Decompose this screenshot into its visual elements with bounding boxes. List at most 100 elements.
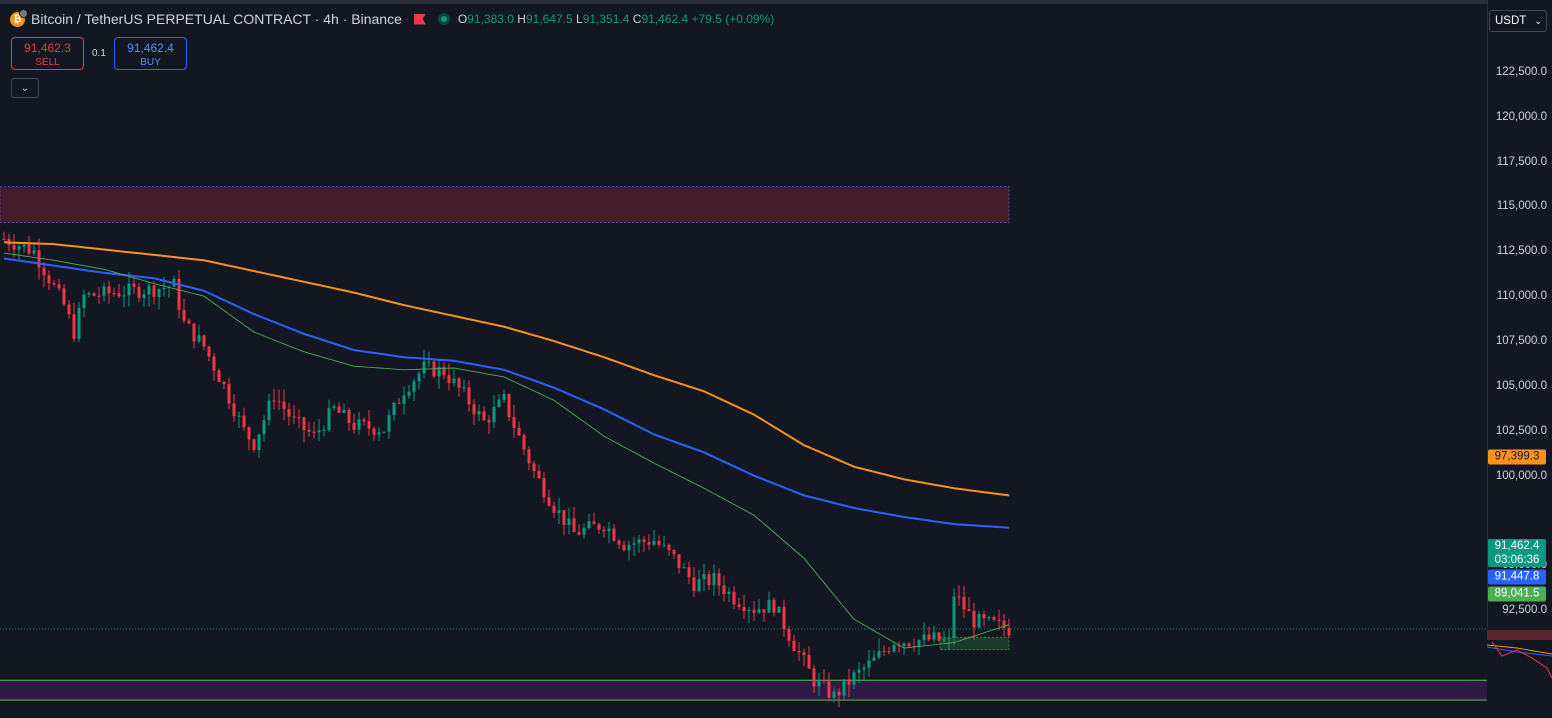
- candle-body: [12, 244, 16, 250]
- candle-body: [102, 286, 106, 296]
- candle-body: [507, 394, 511, 417]
- candle-body: [532, 463, 536, 471]
- candle-body: [207, 346, 211, 357]
- candle-body: [872, 657, 876, 661]
- top-border: [0, 0, 1552, 4]
- candle-body: [337, 406, 341, 413]
- candle-body: [452, 378, 456, 383]
- candle-body: [47, 275, 51, 284]
- candle-body: [607, 528, 611, 532]
- symbol-title[interactable]: Bitcoin / TetherUS PERPETUAL CONTRACT · …: [31, 11, 402, 27]
- y-tick-label: 122,500.0: [1495, 65, 1547, 78]
- candle-body: [1007, 627, 1011, 636]
- y-tick-label: 92,500.0: [1502, 604, 1547, 617]
- candle-body: [457, 378, 461, 388]
- candle-body: [652, 540, 656, 545]
- candle-body: [612, 528, 616, 541]
- candle-body: [132, 283, 136, 287]
- candle-body: [602, 529, 606, 532]
- candle-body: [297, 417, 301, 419]
- candle-body: [347, 409, 351, 424]
- candle-body: [382, 431, 386, 433]
- candle-body: [832, 691, 836, 698]
- candle-body: [917, 640, 921, 648]
- candle-body: [242, 415, 246, 428]
- demand-box: [939, 636, 1010, 651]
- candle-body: [437, 367, 441, 377]
- collapse-button[interactable]: ⌄: [11, 78, 39, 98]
- candle-body: [442, 367, 446, 376]
- buy-price: 91,462.4: [127, 41, 174, 55]
- candle-body: [142, 294, 146, 299]
- minimap-zone: [1487, 630, 1552, 640]
- candle-body: [187, 320, 191, 324]
- candle-body: [862, 667, 866, 670]
- candle-body: [422, 361, 426, 374]
- candle-body: [847, 679, 851, 685]
- price-chart[interactable]: [0, 0, 1487, 718]
- candle-body: [632, 543, 636, 545]
- market-status-icon[interactable]: [437, 13, 450, 25]
- candle-body: [582, 528, 586, 535]
- candle-body: [882, 650, 886, 652]
- candle-body: [427, 361, 431, 363]
- sell-button[interactable]: 91,462.3 SELL: [11, 37, 84, 70]
- candle-body: [857, 669, 861, 673]
- green-ma-tag: 89,041.5: [1488, 586, 1546, 602]
- candle-body: [417, 373, 421, 382]
- orange-ma-tag: 97,399.3: [1488, 449, 1546, 465]
- candle-body: [252, 439, 256, 451]
- candle-body: [542, 478, 546, 498]
- candle-body: [797, 650, 801, 653]
- candle-body: [987, 616, 991, 619]
- sell-label: SELL: [35, 57, 60, 68]
- candle-body: [82, 294, 86, 308]
- candle-body: [702, 574, 706, 580]
- candle-countdown: 03:06:36: [1494, 554, 1540, 566]
- currency-dropdown[interactable]: USDT ⌄: [1489, 10, 1547, 32]
- chart-header: ₿ Bitcoin / TetherUS PERPETUAL CONTRACT …: [10, 8, 774, 27]
- last-price-value: 91,462.4: [1494, 540, 1540, 552]
- candle-body: [492, 406, 496, 423]
- candle-body: [707, 574, 711, 586]
- green-ma-line: [3, 252, 1010, 649]
- spread-value: 0.1: [92, 48, 106, 59]
- candle-body: [197, 335, 201, 342]
- candle-body: [572, 518, 576, 532]
- candle-body: [922, 634, 926, 641]
- candle-body: [267, 400, 271, 421]
- candle-body: [147, 285, 151, 295]
- candle-body: [212, 356, 216, 371]
- candle-body: [127, 283, 131, 296]
- candle-body: [137, 286, 141, 299]
- buy-button[interactable]: 91,462.4 BUY: [114, 37, 187, 70]
- candle-body: [312, 431, 316, 433]
- candle-body: [372, 428, 376, 435]
- candle-body: [722, 585, 726, 595]
- price-axis[interactable]: 125,000.0122,500.0120,000.0117,500.0115,…: [1487, 0, 1552, 718]
- candle-body: [622, 544, 626, 551]
- candle-body: [277, 401, 281, 403]
- open-value: 91,383.0: [467, 12, 514, 26]
- candle-body: [807, 655, 811, 669]
- candle-body: [72, 314, 76, 339]
- change-value: +79.5 (+0.09%): [691, 12, 775, 26]
- low-value: 91,351.4: [582, 12, 630, 26]
- candle-body: [342, 409, 346, 413]
- candle-body: [927, 634, 931, 640]
- candle-body: [802, 652, 806, 656]
- candle-body: [182, 309, 186, 321]
- candle-body: [22, 244, 26, 247]
- candle-body: [777, 606, 781, 613]
- candle-body: [817, 680, 821, 687]
- ohlc-values: O91,383.0 H91,647.5 L91,351.4 C91,462.4 …: [458, 12, 774, 26]
- close-value: 91,462.4: [641, 12, 689, 26]
- candle-body: [512, 416, 516, 428]
- candle-body: [647, 542, 651, 545]
- candle-body: [522, 435, 526, 450]
- candle-body: [412, 381, 416, 392]
- minimap-line-red: [1491, 641, 1552, 679]
- blue-ma-tag: 91,447.8: [1488, 569, 1546, 585]
- candle-body: [657, 540, 661, 545]
- flag-icon[interactable]: [413, 13, 426, 25]
